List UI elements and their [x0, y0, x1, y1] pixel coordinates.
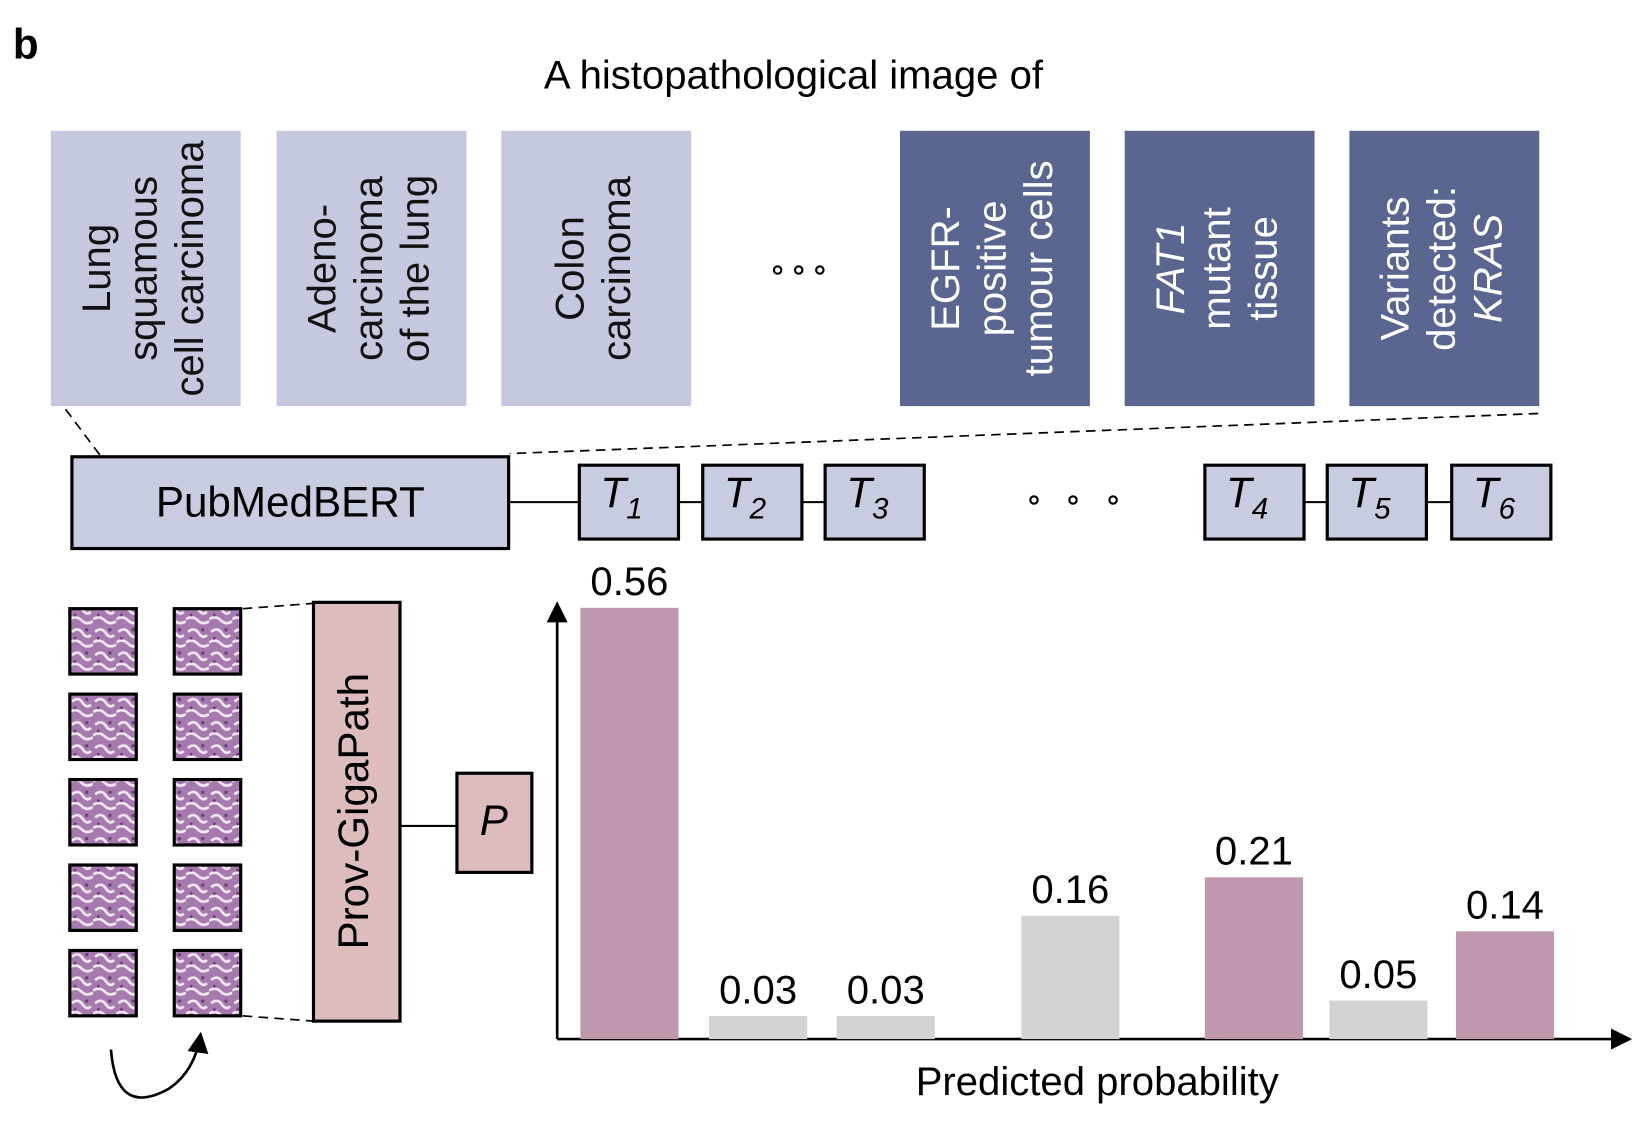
prompt-box	[276, 130, 467, 407]
value-label: 0.16	[1031, 868, 1109, 912]
prompt-box	[900, 130, 1090, 407]
tile	[68, 948, 138, 1018]
tile	[68, 863, 138, 932]
prompt-box	[1124, 130, 1315, 407]
embedding-label: T2	[724, 469, 766, 525]
image-encoder-label: Prov-GigaPath	[330, 673, 377, 950]
embedding-label: T5	[1348, 469, 1391, 525]
prompt-line: Colon	[549, 216, 593, 321]
embedding-box	[577, 463, 681, 541]
bar	[1455, 931, 1555, 1040]
prompt-line: Lung	[75, 224, 119, 313]
prompt-box	[1349, 130, 1540, 407]
embedding-label: T1	[600, 469, 642, 525]
value-label: 0.14	[1466, 884, 1544, 928]
value-label: 0.21	[1215, 830, 1293, 874]
bar	[1021, 915, 1120, 1040]
dashed-connectors	[64, 408, 1539, 1022]
embedding-symbol: T	[1348, 469, 1377, 516]
value-label: 0.03	[719, 968, 797, 1012]
embedding-box	[701, 463, 804, 541]
value-label: 0.03	[847, 968, 925, 1012]
prompt-line: EGFR-	[924, 206, 968, 331]
prompt-prefix: A histopathological image of	[544, 54, 1044, 98]
tile	[68, 607, 138, 676]
bar	[836, 1015, 935, 1040]
prompt-line: of the lung	[394, 175, 438, 362]
tile	[68, 692, 138, 762]
prompt-text: Variants detected: KRAS	[1374, 186, 1511, 351]
embedding-label: T3	[846, 469, 889, 525]
prompt-line: squamous	[121, 176, 165, 361]
embedding-subscript: 4	[1252, 492, 1268, 525]
embedding-subscript: 5	[1374, 492, 1391, 525]
panel-label: b	[13, 21, 39, 68]
bar	[1329, 1000, 1428, 1040]
shuffle-arrow	[109, 1031, 209, 1099]
prompt-line: Adeno-	[301, 204, 345, 333]
embedding-symbol: T	[600, 469, 629, 516]
value-label: 0.56	[590, 560, 668, 604]
embedding-label: T6	[1473, 469, 1516, 525]
embedding-symbol: T	[724, 469, 753, 516]
value-label: 0.05	[1339, 953, 1417, 997]
embedding-box	[823, 463, 926, 541]
image-embedding-label: P	[480, 797, 508, 844]
embedding-subscript: 3	[872, 492, 889, 525]
tile	[172, 692, 243, 762]
prompt-box	[50, 130, 241, 407]
embedding-symbol: T	[846, 469, 875, 516]
prompt-text: Colon carcinoma	[549, 175, 639, 361]
embedding-box	[1450, 463, 1553, 541]
prompt-line: mutant	[1195, 207, 1239, 330]
text-encoder-box	[70, 455, 511, 551]
embedding-symbol: T	[1226, 469, 1255, 516]
prompt-line: cell carcinoma	[168, 140, 212, 397]
image-encoder-box	[311, 600, 402, 1023]
prompt-text: Lung squamous cell carcinoma	[75, 140, 212, 397]
prompt-line: tissue	[1242, 216, 1286, 321]
tile	[172, 607, 243, 676]
prompt-line: tumour cells	[1017, 160, 1061, 376]
prompt-box	[501, 130, 692, 407]
tile	[172, 777, 243, 847]
prompt-line: carcinoma	[595, 175, 639, 361]
tile	[172, 948, 243, 1018]
prompt-line: positive	[971, 201, 1015, 337]
embedding-subscript: 2	[749, 492, 766, 525]
tile-grid	[68, 607, 243, 1018]
prompt-line: FAT1	[1149, 222, 1193, 314]
prompt-text: FAT1 mutant tissue	[1149, 207, 1286, 330]
bar	[709, 1015, 808, 1040]
prompt-line: Variants	[1374, 196, 1418, 340]
tile	[68, 777, 138, 847]
text-encoder-label: PubMedBERT	[156, 478, 425, 525]
prompt-line: detected:	[1420, 186, 1464, 351]
ellipsis	[772, 265, 1118, 505]
embedding-subscript: 6	[1499, 492, 1516, 525]
prompt-line: carcinoma	[347, 175, 391, 361]
bar	[580, 607, 679, 1040]
prompt-line: KRAS	[1466, 214, 1510, 323]
tile	[172, 863, 243, 932]
embedding-label: T4	[1226, 469, 1268, 525]
bar	[1204, 877, 1303, 1040]
image-embedding-box	[455, 771, 534, 874]
x-axis-label: Predicted probability	[916, 1060, 1279, 1104]
embedding-symbol: T	[1473, 469, 1502, 516]
prompt-text: Adeno-carcinoma of the lung	[301, 175, 438, 362]
embedding-subscript: 1	[626, 492, 642, 525]
prompt-text: EGFR-positive tumour cells	[924, 160, 1061, 376]
